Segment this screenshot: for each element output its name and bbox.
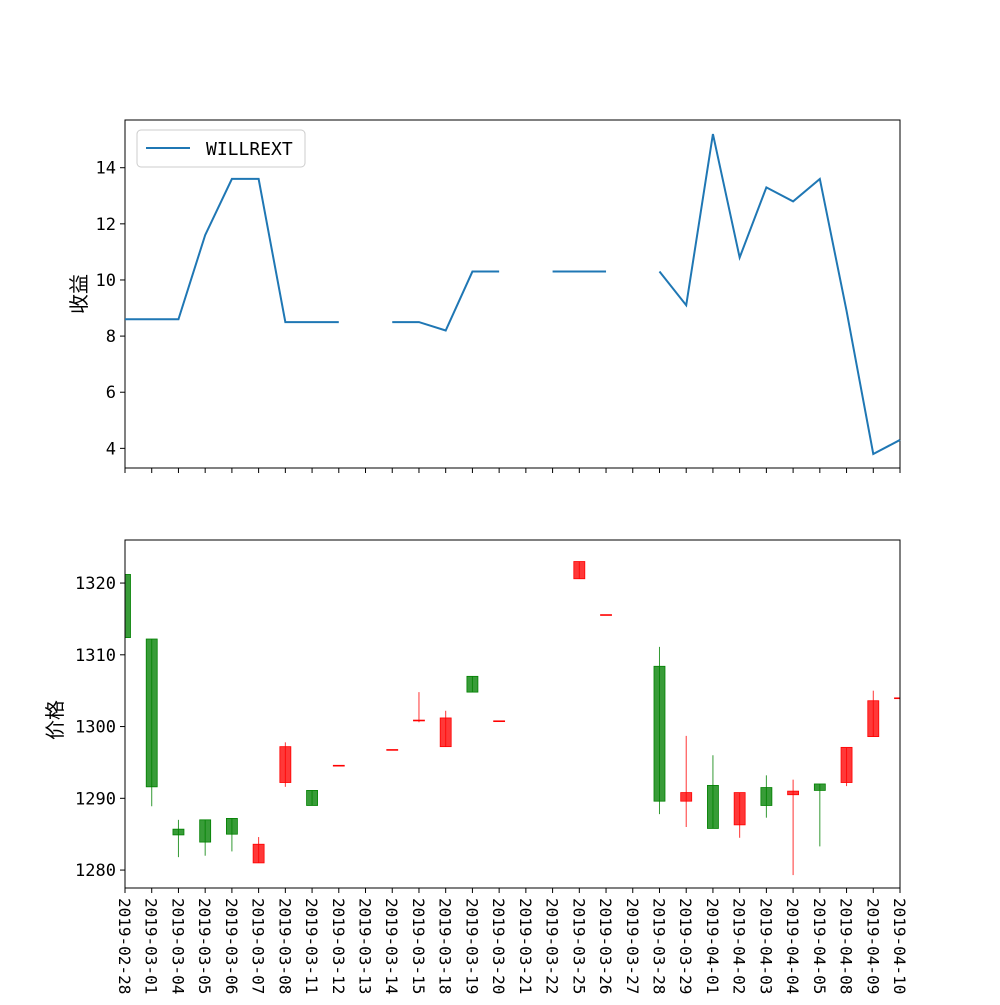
candle-body — [813, 783, 826, 791]
price-plot-background — [125, 540, 900, 888]
price-ytick-label: 1280 — [75, 861, 116, 881]
date-tick-label: 2019-03-14 — [382, 898, 401, 994]
legend-box — [136, 129, 306, 168]
date-tick-label: 2019-03-21 — [516, 898, 535, 994]
date-tick-label: 2019-03-22 — [543, 898, 562, 994]
returns-ytick-label: 10 — [96, 271, 116, 291]
date-tick-label: 2019-03-26 — [596, 898, 615, 994]
returns-ytick-label: 4 — [106, 439, 116, 459]
date-tick-label: 2019-03-12 — [329, 898, 348, 994]
date-tick-label: 2019-04-04 — [783, 898, 802, 994]
candle-body — [145, 638, 158, 788]
date-tick-label: 2019-03-11 — [302, 898, 321, 994]
candle-body — [680, 792, 693, 802]
candle-body — [493, 720, 506, 723]
returns-ytick-label: 14 — [96, 159, 116, 179]
willrext-line-segment — [392, 270, 500, 332]
date-tick-label: 2019-04-05 — [810, 898, 829, 994]
candle-body — [332, 764, 345, 767]
candle-body — [840, 746, 853, 783]
price-y-axis-label: 价格 — [43, 700, 67, 740]
returns-ytick-label: 12 — [96, 215, 116, 235]
candle-body — [386, 749, 399, 751]
candle-body — [439, 717, 452, 748]
date-tick-label: 2019-04-09 — [863, 898, 882, 994]
date-tick-label: 2019-03-27 — [623, 898, 642, 994]
date-tick-label: 2019-04-10 — [890, 898, 909, 994]
candles — [125, 561, 900, 876]
candle-body — [760, 787, 773, 806]
candle-body — [653, 665, 666, 802]
price-ytick-label: 1320 — [75, 574, 116, 594]
willrext-line-segment — [658, 133, 901, 456]
returns-ytick-label: 6 — [106, 383, 116, 403]
returns-panel: 4 6 8 10 12 14 收益 WILLREXT — [67, 119, 901, 473]
date-tick-label: 2019-03-29 — [676, 898, 695, 994]
returns-y-axis-label: 收益 — [67, 274, 91, 314]
returns-ytick-label: 8 — [106, 327, 116, 347]
date-tick-label: 2019-03-01 — [142, 898, 161, 994]
candle-body — [252, 843, 265, 864]
candle-body — [225, 818, 238, 835]
price-panel: 1280 1290 1300 1310 1320 2019-02-28 2019-03-01… — [43, 539, 909, 994]
candle-body — [466, 675, 479, 693]
candle-body — [867, 700, 880, 738]
date-tick-label: 2019-04-08 — [837, 898, 856, 994]
price-ytick-label: 1310 — [75, 646, 116, 666]
price-plot-frame — [124, 539, 901, 889]
candle-body — [199, 819, 212, 843]
date-tick-label: 2019-03-06 — [222, 898, 241, 994]
date-tick-label: 2019-03-07 — [249, 898, 268, 994]
date-tick-label: 2019-03-28 — [649, 898, 668, 994]
legend-label: WILLREXT — [206, 139, 293, 160]
candle-body — [279, 746, 292, 783]
date-tick-label: 2019-03-04 — [168, 898, 187, 994]
date-tick-label: 2019-03-08 — [275, 898, 294, 994]
date-tick-label: 2019-03-20 — [489, 898, 508, 994]
candle-body — [172, 828, 185, 836]
willrext-line-segment — [125, 177, 339, 324]
date-tick-label: 2019-04-02 — [730, 898, 749, 994]
price-ytick-label: 1300 — [75, 718, 116, 738]
price-ytick-label: 1290 — [75, 789, 116, 809]
candle-body — [306, 790, 318, 806]
candle-body — [707, 784, 719, 829]
candle-body — [125, 574, 131, 638]
returns-plot-frame — [124, 119, 901, 469]
candle-body — [733, 792, 746, 826]
date-tick-label: 2019-03-25 — [569, 898, 588, 994]
date-tick-label: 2019-03-19 — [462, 898, 481, 994]
date-tick-label: 2019-02-28 — [115, 898, 134, 994]
date-tick-label: 2019-03-15 — [409, 898, 428, 994]
date-tick-label: 2019-04-03 — [756, 898, 775, 994]
date-tick-label: 2019-04-01 — [703, 898, 722, 994]
candle-body — [894, 697, 900, 700]
candle-body — [573, 561, 586, 580]
candle-body — [600, 614, 612, 616]
candle-body — [787, 790, 800, 796]
date-tick-label: 2019-03-18 — [436, 898, 455, 994]
legend: WILLREXT — [136, 129, 306, 168]
date-tick-label: 2019-03-05 — [195, 898, 214, 994]
date-tick-label: 2019-03-13 — [356, 898, 375, 994]
candle-body — [413, 719, 425, 722]
